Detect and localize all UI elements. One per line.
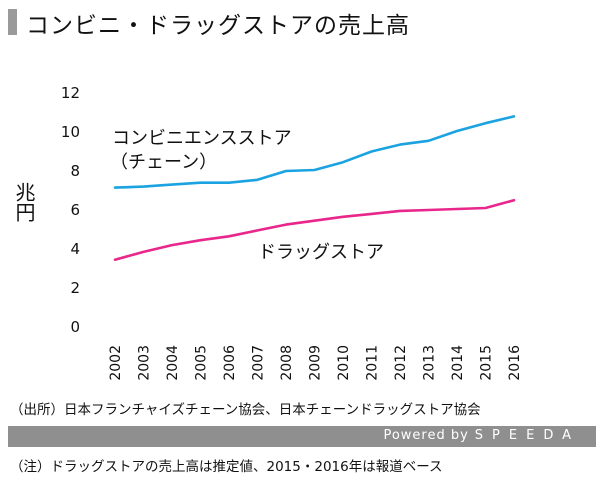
- footnote: （注）ドラッグストアの売上高は推定値、2015・2016年は報道ベース: [10, 459, 443, 475]
- x-tick-label: 2015: [479, 345, 495, 381]
- title-accent-bar: [8, 9, 17, 35]
- konbini-series-label: コンビニエンスストア: [112, 128, 292, 149]
- drugstore-series-label: ドラッグストア: [258, 242, 384, 263]
- y-tick-label: 8: [70, 162, 80, 180]
- y-tick-label: 6: [70, 201, 80, 219]
- x-tick-label: 2005: [194, 345, 210, 381]
- y-tick-label: 2: [70, 279, 80, 297]
- x-tick-label: 2010: [336, 345, 352, 381]
- speeda-brand: SPEEDA: [474, 428, 580, 443]
- x-tick-label: 2014: [450, 345, 466, 381]
- x-tick-label: 2011: [365, 345, 381, 381]
- x-tick-label: 2007: [251, 345, 267, 381]
- x-tick-label: 2006: [222, 345, 238, 381]
- y-tick-label: 10: [61, 123, 80, 141]
- konbini-series-line: [113, 115, 516, 189]
- x-tick-label: 2004: [165, 345, 181, 381]
- konbini-series-sublabel: （チェーン）: [110, 152, 218, 173]
- powered-by-bar: Powered by SPEEDA: [8, 426, 596, 447]
- y-axis-label: 兆円: [12, 182, 36, 222]
- powered-by-text: Powered by SPEEDA: [383, 428, 580, 443]
- x-tick-label: 2009: [308, 345, 324, 381]
- x-tick-label: 2008: [279, 345, 295, 381]
- x-tick-label: 2013: [422, 345, 438, 381]
- powered-by-label: Powered by: [383, 428, 469, 443]
- y-tick-label: 0: [70, 318, 80, 336]
- x-tick-label: 2002: [108, 345, 124, 381]
- source-note: （出所）日本フランチャイズチェーン協会、日本チェーンドラッグストア協会: [10, 402, 481, 418]
- drugstore-series-line: [113, 198, 516, 262]
- x-tick-label: 2016: [507, 345, 523, 381]
- x-tick-label: 2012: [393, 345, 409, 381]
- page-title: コンビニ・ドラッグストアの売上高: [26, 13, 410, 39]
- x-tick-label: 2003: [137, 345, 153, 381]
- y-tick-label: 4: [70, 240, 80, 258]
- y-tick-label: 12: [61, 84, 80, 102]
